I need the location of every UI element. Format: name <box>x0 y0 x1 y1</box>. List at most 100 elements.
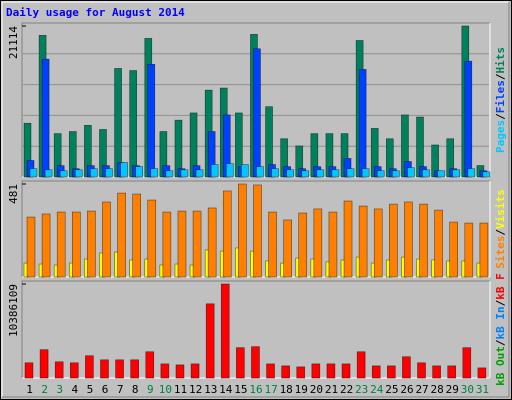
bar <box>343 200 353 278</box>
bar <box>464 222 474 278</box>
bar <box>192 210 202 278</box>
legend-separator: / <box>494 229 507 236</box>
bar <box>130 359 139 379</box>
bar <box>449 221 459 278</box>
x-tick-label: 27 <box>415 383 428 396</box>
y-tick-label: 481 <box>7 184 20 204</box>
bar <box>392 170 400 178</box>
bar <box>402 356 411 379</box>
bar <box>59 170 68 178</box>
bar <box>41 58 50 178</box>
bar <box>114 68 122 178</box>
bar <box>356 351 366 379</box>
bar <box>39 349 49 379</box>
x-tick-label: 13 <box>204 383 217 396</box>
bar <box>177 210 187 278</box>
x-tick-label: 29 <box>446 383 459 396</box>
bar <box>464 60 473 178</box>
legend-separator: / <box>494 299 507 306</box>
legend-entry: Sites <box>494 236 507 269</box>
bar <box>482 171 491 178</box>
bar <box>268 211 277 278</box>
bar <box>311 363 321 379</box>
bar <box>74 169 83 178</box>
bar <box>56 211 66 278</box>
x-tick-label: 15 <box>234 383 247 396</box>
bar <box>376 170 385 178</box>
bar <box>162 211 172 278</box>
bar <box>313 208 323 278</box>
bar <box>29 168 38 178</box>
bar <box>238 183 247 278</box>
bar <box>358 205 368 278</box>
bar <box>266 363 275 379</box>
bar <box>419 203 428 278</box>
bar <box>434 209 443 278</box>
bar <box>373 208 383 278</box>
bar <box>341 363 351 379</box>
bar <box>361 168 370 178</box>
bar <box>328 211 338 278</box>
bar <box>115 359 124 379</box>
legend-separator: / <box>494 73 507 80</box>
bar <box>407 167 415 178</box>
x-tick-label: 20 <box>310 383 323 396</box>
bar <box>417 362 426 379</box>
bar <box>207 207 217 278</box>
legend-entry: kB In <box>494 306 507 339</box>
bar <box>205 303 215 379</box>
x-tick-label: 7 <box>117 383 124 396</box>
legend-entry: Files <box>494 80 507 113</box>
bar <box>102 201 111 278</box>
bar <box>69 362 79 379</box>
x-tick-label: 14 <box>219 383 233 396</box>
bar <box>54 361 64 379</box>
x-tick-label: 2 <box>41 383 48 396</box>
bar <box>251 346 260 379</box>
legend-entry: kB Out <box>494 346 507 386</box>
legend-entry: Visits <box>494 189 507 229</box>
x-tick-label: 8 <box>132 383 139 396</box>
bar <box>160 363 170 379</box>
bar <box>41 213 51 278</box>
y-tick-label: 21114 <box>7 26 20 59</box>
bar <box>135 166 143 178</box>
legend-entry: kB F <box>494 273 507 300</box>
bar <box>447 365 457 379</box>
bar <box>241 164 249 178</box>
series-legend: kB Out/kB In/kB F <box>494 273 507 386</box>
bar <box>117 192 126 278</box>
bar <box>387 365 396 379</box>
x-tick-label: 11 <box>174 383 187 396</box>
bar <box>222 190 232 278</box>
bar <box>165 170 174 178</box>
bar <box>145 351 155 379</box>
bar <box>190 363 200 379</box>
legend-entry: Pages <box>494 120 507 153</box>
bar <box>71 211 81 278</box>
bar <box>44 169 53 178</box>
series-legend: Pages/Files/Hits <box>494 47 507 153</box>
legend-separator: / <box>494 339 507 346</box>
x-tick-label: 21 <box>325 383 338 396</box>
bar <box>100 359 109 379</box>
bar <box>253 184 262 278</box>
bar <box>316 169 325 178</box>
bar <box>432 365 441 379</box>
legend-separator: / <box>494 113 507 120</box>
bar <box>296 366 306 379</box>
bar <box>256 166 264 178</box>
x-tick-label: 16 <box>249 383 262 396</box>
bar <box>26 216 36 278</box>
x-tick-label: 1 <box>26 383 33 396</box>
bar <box>132 193 141 278</box>
bar <box>120 162 128 178</box>
bar <box>175 364 185 379</box>
series-legend: Sites/Visits <box>494 189 507 269</box>
y-tick-label: 10386109 <box>7 284 20 337</box>
bar <box>24 362 34 379</box>
bar <box>452 169 461 178</box>
x-tick-label: 30 <box>461 383 474 396</box>
bar <box>477 367 487 379</box>
